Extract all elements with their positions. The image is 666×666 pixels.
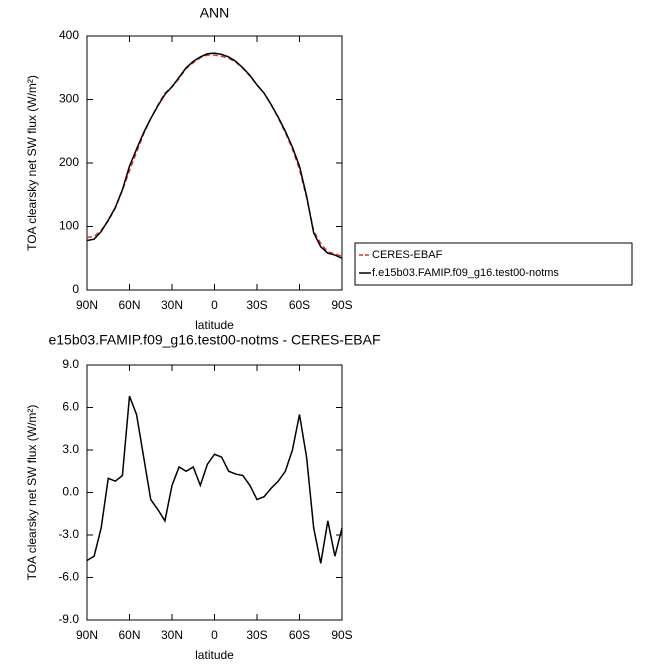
legend-label: CERES-EBAF	[372, 249, 443, 261]
x-tick-label: 0	[211, 298, 218, 312]
x-tick-label: 30S	[246, 298, 267, 312]
y-axis-label: TOA clearsky net SW flux (W/m²)	[25, 75, 39, 251]
data-line	[86, 52, 343, 259]
y-tick-label: 0	[72, 282, 79, 296]
data-line	[86, 54, 343, 258]
x-tick-label: 90N	[76, 628, 98, 642]
y-tick-label: 300	[59, 92, 79, 106]
x-tick-label: 60S	[289, 298, 310, 312]
y-tick-label: 3.0	[62, 442, 79, 456]
x-tick-label: 0	[211, 628, 218, 642]
data-line	[86, 395, 343, 564]
y-tick-label: -9.0	[58, 612, 79, 626]
plot-frame	[86, 364, 343, 621]
y-tick-label: 0.0	[62, 485, 79, 499]
x-tick-label: 60N	[118, 628, 140, 642]
x-tick-label: 90S	[331, 298, 352, 312]
legend-label: f.e15b03.FAMIP.f09_g16.test00-notms	[372, 267, 559, 279]
x-axis-label: latitude	[195, 648, 234, 662]
y-tick-label: 400	[59, 28, 79, 42]
y-tick-label: -6.0	[58, 570, 79, 584]
x-tick-label: 30N	[161, 298, 183, 312]
chart-title: ANN	[200, 5, 230, 21]
x-tick-label: 30N	[161, 628, 183, 642]
chart-title: e15b03.FAMIP.f09_g16.test00-notms - CERE…	[48, 332, 380, 348]
legend-box	[354, 242, 633, 286]
x-tick-label: 60S	[289, 628, 310, 642]
y-tick-label: 6.0	[62, 400, 79, 414]
y-tick-label: 100	[59, 219, 79, 233]
y-tick-label: 200	[59, 155, 79, 169]
x-axis-label: latitude	[195, 318, 234, 332]
x-tick-label: 90N	[76, 298, 98, 312]
x-tick-label: 90S	[331, 628, 352, 642]
y-tick-label: 9.0	[62, 357, 79, 371]
x-tick-label: 60N	[118, 298, 140, 312]
y-axis-label: TOA clearsky net SW flux (W/m²)	[25, 405, 39, 581]
x-tick-label: 30S	[246, 628, 267, 642]
plot-frame	[86, 35, 343, 291]
y-tick-label: -3.0	[58, 527, 79, 541]
